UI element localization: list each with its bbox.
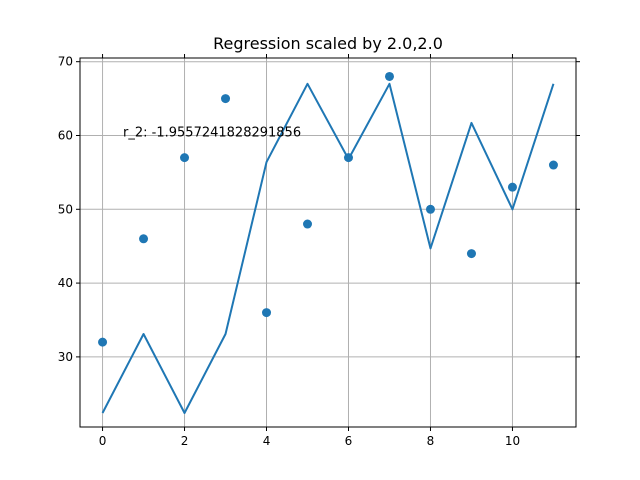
data-point <box>343 153 353 163</box>
data-point <box>466 249 476 259</box>
y-tick-label: 40 <box>58 276 73 290</box>
y-tick-label: 50 <box>58 202 73 216</box>
points-layer <box>98 71 558 347</box>
data-point <box>384 71 394 81</box>
x-tick-label: 0 <box>99 434 107 448</box>
line-layer <box>101 82 555 414</box>
data-point <box>548 160 558 170</box>
data-point <box>180 153 190 163</box>
data-point <box>262 308 272 318</box>
x-tick-label: 4 <box>263 434 271 448</box>
data-point <box>221 94 231 104</box>
y-tick-label: 60 <box>58 128 73 142</box>
y-tick-label: 70 <box>58 55 73 69</box>
ticks-layer: 0 2 4 6 8 10 30 40 50 60 70 <box>58 54 580 448</box>
data-point <box>507 182 517 192</box>
data-point <box>425 204 435 214</box>
data-point <box>303 219 313 229</box>
data-point <box>139 234 149 244</box>
x-tick-label: 8 <box>427 434 435 448</box>
x-tick-label: 6 <box>345 434 353 448</box>
regression-line <box>101 82 555 414</box>
y-tick-label: 30 <box>58 350 73 364</box>
chart-title: Regression scaled by 2.0,2.0 <box>213 34 443 53</box>
plot-frame <box>79 57 577 428</box>
grid-layer <box>80 58 576 427</box>
data-point <box>98 337 108 347</box>
x-tick-label: 2 <box>181 434 189 448</box>
r2-annotation: r_2: -1.9557241828291856 <box>123 125 301 140</box>
x-tick-label: 10 <box>505 434 520 448</box>
